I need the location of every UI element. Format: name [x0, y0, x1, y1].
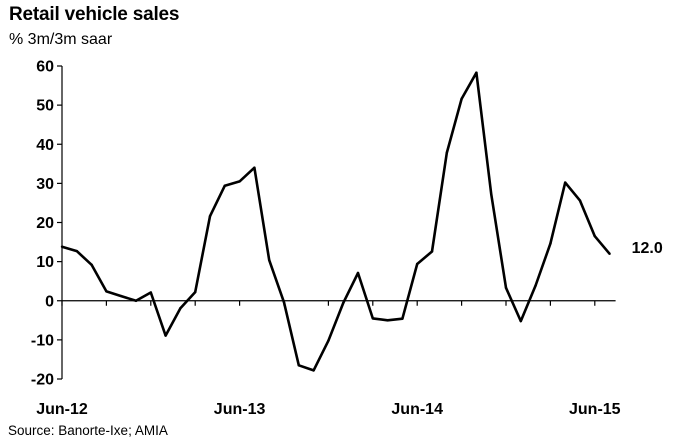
- data-point: [578, 199, 582, 202]
- y-axis-ticks: -20 -10 0 10 20 30 40 50 60: [31, 59, 62, 389]
- data-point: [460, 97, 463, 101]
- y-tick-label: 30: [36, 176, 54, 193]
- y-tick-label: 40: [36, 137, 54, 154]
- x-tick-label: Jun-12: [36, 401, 88, 418]
- data-point: [90, 263, 93, 266]
- series-line: [61, 71, 611, 372]
- data-point: [593, 234, 596, 238]
- x-axis-ticks: Jun-12 Jun-13 Jun-14 Jun-15: [36, 300, 621, 418]
- data-point: [223, 184, 226, 187]
- series-points: [60, 71, 611, 372]
- data-point: [416, 262, 419, 266]
- data-point: [504, 286, 508, 290]
- y-tick-label: 50: [36, 98, 54, 115]
- data-point: [253, 166, 256, 169]
- data-point: [268, 258, 271, 262]
- data-point: [120, 294, 123, 298]
- y-tick-label: -10: [31, 332, 54, 349]
- data-point: [75, 249, 79, 253]
- data-point: [356, 271, 360, 275]
- data-point: [312, 369, 315, 372]
- data-point: [475, 71, 478, 74]
- x-tick-label: Jun-15: [569, 401, 621, 418]
- data-point: [179, 306, 182, 310]
- y-tick-label: 10: [36, 254, 54, 271]
- data-point: [105, 290, 108, 293]
- chart-subtitle: % 3m/3m saar: [9, 31, 113, 48]
- y-tick-label: 0: [45, 293, 54, 310]
- data-point: [549, 242, 552, 245]
- data-point: [327, 339, 330, 342]
- data-point: [519, 319, 522, 323]
- data-point: [445, 151, 448, 155]
- data-point: [401, 317, 404, 320]
- data-point: [430, 250, 434, 253]
- x-tick-label: Jun-13: [214, 401, 266, 418]
- data-point: [490, 192, 493, 196]
- last-value-label: 12.0: [632, 240, 663, 257]
- data-point: [342, 301, 345, 305]
- y-tick-label: 60: [36, 59, 54, 76]
- data-point: [297, 364, 300, 367]
- data-point: [134, 299, 138, 302]
- data-point: [194, 290, 197, 294]
- data-point: [282, 301, 286, 304]
- data-point: [564, 181, 567, 184]
- data-point: [208, 215, 212, 218]
- data-point: [608, 252, 611, 255]
- data-point: [386, 319, 389, 322]
- y-tick-label: -20: [31, 372, 54, 389]
- x-tick-label: Jun-14: [391, 401, 443, 418]
- chart-title: Retail vehicle sales: [9, 4, 180, 25]
- y-tick-label: 20: [36, 215, 54, 232]
- data-point: [238, 180, 241, 183]
- data-point: [149, 291, 152, 294]
- data-point: [371, 317, 374, 320]
- data-point: [164, 334, 167, 337]
- data-point: [60, 245, 64, 248]
- data-point: [534, 284, 537, 287]
- source-note: Source: Banorte-Ixe; AMIA: [8, 423, 168, 438]
